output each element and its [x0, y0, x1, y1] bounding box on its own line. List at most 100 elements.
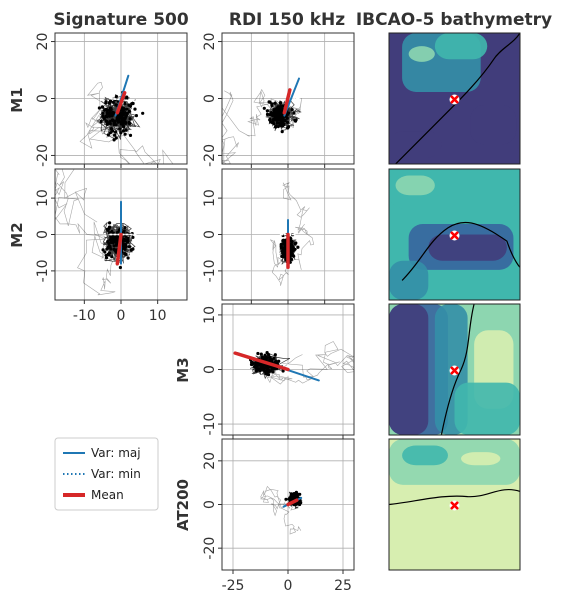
- map-fill: [389, 304, 520, 435]
- y-tick-label: 0: [35, 94, 51, 103]
- trajectory-point: [111, 100, 115, 104]
- x-tick-label: 10: [149, 308, 167, 324]
- trajectory-point: [293, 242, 297, 246]
- map-frame: [388, 32, 521, 165]
- trajectory-point: [129, 248, 133, 252]
- trajectory-point: [291, 248, 296, 252]
- trajectory-point: [123, 132, 127, 136]
- trajectory-point: [279, 107, 283, 111]
- trajectory-point: [279, 101, 283, 105]
- column-title-bathymetry: IBCAO-5 bathymetry: [356, 10, 552, 30]
- trajectory-point: [274, 112, 278, 116]
- map-fill: [389, 439, 520, 570]
- trajectory-outlier-path: [55, 169, 132, 296]
- scatter-panel-m1-rdi: -20 0 20: [202, 32, 355, 168]
- depth-contour-region: [470, 105, 517, 145]
- trajectory-point: [106, 133, 110, 137]
- row-label-m2: M2: [8, 222, 26, 247]
- trajectory-point: [259, 352, 263, 356]
- trajectory-point: [133, 107, 137, 111]
- trajectory-point: [265, 109, 269, 113]
- legend: Var: maj Var: min Mean: [54, 437, 159, 511]
- trajectory-point: [104, 256, 109, 260]
- trajectory-point: [290, 108, 294, 112]
- trajectory-point: [121, 129, 126, 133]
- trajectory-point: [106, 245, 110, 250]
- trajectory-point: [99, 119, 103, 124]
- trajectory-point: [104, 253, 108, 258]
- trajectory-point: [272, 108, 276, 112]
- trajectory-cloud: [269, 182, 315, 286]
- trajectory-point: [281, 369, 285, 373]
- trajectory-point: [134, 114, 138, 118]
- trajectory-point: [272, 122, 276, 126]
- trajectory-point: [101, 111, 105, 115]
- trajectory-point: [293, 118, 297, 122]
- trajectory-point: [97, 106, 101, 110]
- trajectory-point: [126, 256, 130, 260]
- trajectory-point: [256, 367, 261, 371]
- mean-vector: [115, 91, 127, 115]
- trajectory-cloud: [79, 74, 174, 164]
- row-label-m1: M1: [8, 87, 26, 112]
- isobath-line: [389, 489, 520, 506]
- trajectory-point: [284, 497, 288, 501]
- station-marker: [450, 366, 459, 375]
- trajectory-point: [131, 235, 135, 239]
- trajectory-point: [256, 351, 260, 356]
- map-frame: [388, 438, 521, 571]
- y-tick-label: 10: [35, 189, 51, 207]
- trajectory-point: [116, 230, 120, 235]
- map-frame: [388, 168, 521, 301]
- trajectory-point: [125, 107, 129, 111]
- depth-contour-region: [428, 234, 507, 261]
- trajectory-point: [124, 113, 129, 117]
- trajectory-point: [123, 226, 127, 230]
- bathymetry-map-m2: [388, 168, 521, 301]
- trajectory-point: [264, 369, 268, 373]
- trajectory-point: [121, 106, 126, 110]
- trajectory-point: [119, 131, 123, 135]
- depth-contour-region: [454, 382, 520, 435]
- trajectory-point: [118, 265, 122, 270]
- station-marker: [450, 501, 459, 510]
- trajectory-point: [292, 111, 296, 115]
- trajectory-point: [119, 112, 123, 116]
- depth-contour-region: [395, 175, 435, 196]
- trajectory-point: [114, 136, 118, 140]
- isobath-line: [401, 221, 520, 281]
- bathymetry-map-at200: [388, 438, 521, 571]
- trajectory-point: [123, 252, 127, 256]
- x-tick-label: 0: [284, 578, 293, 594]
- bathymetry-map-m3: [388, 303, 521, 436]
- trajectory-point: [114, 103, 118, 107]
- trajectory-point: [121, 122, 125, 126]
- scatter-panel-m3-rdi: -10 0 10: [202, 303, 355, 439]
- trajectory-point: [107, 251, 112, 255]
- trajectory-point: [114, 94, 118, 99]
- mean-vector: [286, 498, 299, 507]
- map-fill: [389, 33, 520, 164]
- trajectory-point: [106, 240, 110, 244]
- trajectory-point: [266, 373, 271, 377]
- trajectory-point: [286, 125, 291, 129]
- trajectory-point: [281, 247, 286, 251]
- trajectory-point: [108, 119, 112, 124]
- trajectory-point: [104, 101, 108, 105]
- trajectory-point: [108, 131, 112, 135]
- y-tick-label: -10: [202, 259, 218, 282]
- scatter-panel-m1-signature: -20 0 20: [35, 32, 188, 168]
- y-tick-label: 20: [35, 33, 51, 51]
- trajectory-point: [265, 112, 270, 117]
- trajectory-point: [105, 111, 109, 115]
- y-tick-label: 10: [202, 306, 218, 324]
- trajectory-outlier-path: [263, 341, 354, 385]
- trajectory-point: [127, 103, 131, 107]
- x-tick-label: -25: [222, 578, 245, 594]
- trajectory-point: [122, 229, 126, 233]
- trajectory-point: [110, 234, 115, 239]
- map-frame: [388, 303, 521, 436]
- depth-contour-region: [408, 46, 435, 62]
- trajectory-point: [268, 355, 272, 359]
- row-label-m3: M3: [174, 357, 192, 382]
